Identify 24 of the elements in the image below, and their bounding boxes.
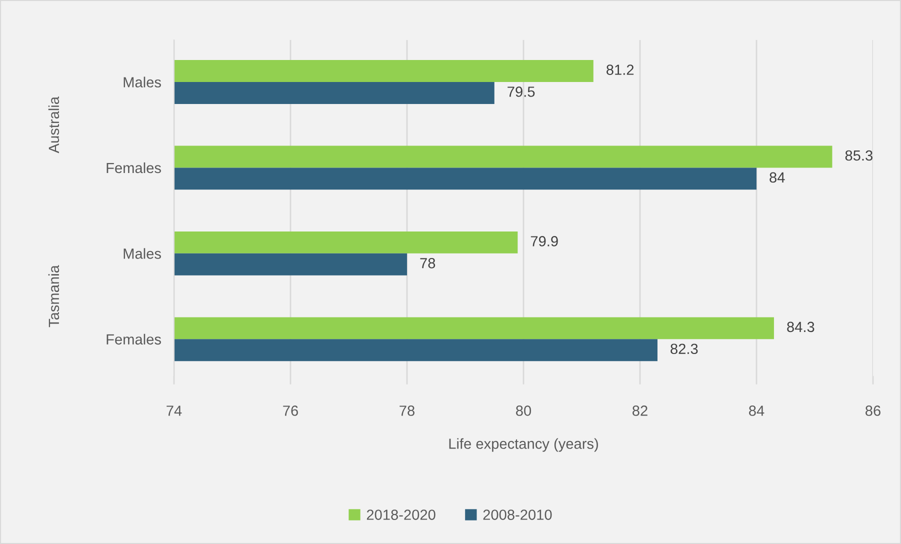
text: Australia xyxy=(48,96,60,154)
data-label: 81.2 xyxy=(606,64,634,75)
data-label: 84.3 xyxy=(787,322,814,332)
y-tick-label: Females xyxy=(106,334,161,345)
x-tick-label: 82 xyxy=(632,406,648,416)
data-label: 84 xyxy=(770,172,785,183)
legend-label: 2018-2020 xyxy=(366,510,436,520)
data-label: 82.3 xyxy=(670,344,698,354)
legend-label: 2008-2010 xyxy=(483,510,552,520)
x-tick-label: 86 xyxy=(866,406,880,416)
x-tick-label: 80 xyxy=(516,406,532,416)
y-tick-label: Females xyxy=(106,162,161,174)
x-axis-title: Life expectancy (years) xyxy=(449,438,598,452)
text: Tasmania xyxy=(48,265,60,328)
data-label: 85.3 xyxy=(845,150,872,161)
data-label: 79.9 xyxy=(530,236,558,246)
x-tick-label: 74 xyxy=(166,406,182,416)
data-label: 78 xyxy=(420,258,436,268)
y-tick-label: Males xyxy=(124,76,161,88)
y-tick-label: Males xyxy=(124,248,161,259)
data-label: 79.5 xyxy=(508,86,535,97)
x-tick-label: 76 xyxy=(283,406,298,416)
x-tick-label: 84 xyxy=(749,406,764,416)
x-tick-label: 78 xyxy=(400,406,414,416)
